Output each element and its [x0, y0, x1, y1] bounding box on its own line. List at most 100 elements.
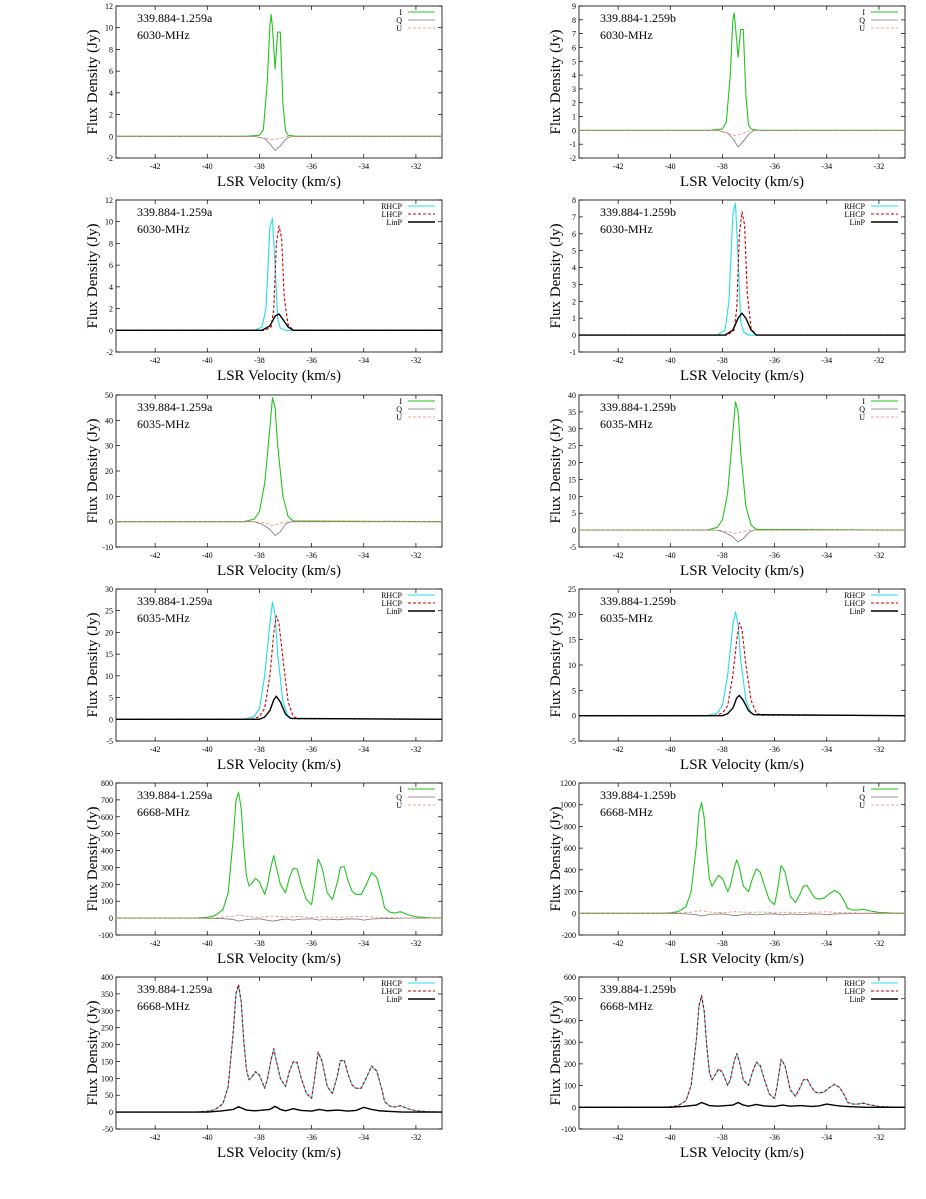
legend-label-i: I	[862, 8, 865, 17]
series-line-linp	[579, 312, 905, 336]
y-tick-label: 0	[572, 1103, 576, 1112]
x-tick-label: -42	[150, 1133, 161, 1142]
y-tick-label: 5	[572, 57, 576, 66]
chart-panel-2: -42 -40 -38 -36 -34 -32 -2 -1 0 1 2 3 4 5 6 7 8 9 LSR Velo…	[463, 0, 926, 199]
plot-frame	[578, 394, 906, 548]
chart-svg: -42 -40 -38 -36 -34 -32 -5 0 5 10 15 20 25 LSR Veloci…	[548, 585, 906, 773]
y-tick-label: 15	[568, 475, 576, 484]
series-line-i	[579, 401, 905, 531]
y-tick-label: 2	[109, 305, 113, 314]
plot-frame	[115, 199, 443, 353]
legend-label-i: I	[399, 397, 402, 406]
source-name: 339.884-1.259b	[600, 205, 676, 219]
x-tick-label: -42	[150, 356, 161, 365]
x-tick-label: -38	[254, 356, 265, 365]
series-line-i	[579, 12, 905, 131]
x-tick-label: -36	[769, 551, 780, 560]
x-tick-label: -36	[769, 162, 780, 171]
series-line-q	[579, 129, 905, 148]
x-tick-label: -36	[306, 162, 317, 171]
series-group	[116, 601, 442, 720]
y-tick-label: 200	[564, 1060, 576, 1069]
x-tick-label: -34	[358, 162, 369, 171]
y-tick-label: 1000	[560, 801, 576, 810]
legend-label-i: I	[862, 397, 865, 406]
x-tick-label: -34	[821, 939, 832, 948]
series-line-q	[116, 135, 442, 151]
x-tick-label: -32	[411, 1133, 422, 1142]
chart-svg: -42 -40 -38 -36 -34 -32 -100 0 100 200 300 400 500 60…	[85, 779, 443, 967]
y-tick-label: 250	[101, 1024, 113, 1033]
frequency-label: 6035-MHz	[137, 417, 190, 431]
y-tick-label: 100	[101, 897, 113, 906]
frequency-label: 6030-MHz	[600, 28, 653, 42]
source-name: 339.884-1.259b	[600, 788, 676, 802]
x-axis-label: LSR Velocity (km/s)	[680, 174, 804, 190]
x-tick-label: -40	[665, 356, 676, 365]
x-axis-label: LSR Velocity (km/s)	[680, 951, 804, 967]
x-tick-label: -38	[254, 1133, 265, 1142]
x-tick-label: -34	[821, 745, 832, 754]
y-tick-label: -100	[98, 931, 113, 940]
y-tick-label: 35	[568, 408, 576, 417]
y-tick-label: 50	[105, 391, 113, 400]
y-tick-label: 0	[109, 1108, 113, 1117]
legend-label-u: U	[859, 413, 865, 422]
series-group	[579, 801, 905, 917]
y-tick-label: 1200	[560, 779, 576, 788]
y-tick-label: -1	[569, 348, 576, 357]
y-tick-label: 3	[572, 85, 576, 94]
legend-label-q: Q	[859, 793, 865, 802]
y-tick-label: 50	[105, 1091, 113, 1100]
series-line-lhcp	[116, 615, 442, 720]
series-line-i	[116, 791, 442, 919]
x-tick-label: -42	[150, 162, 161, 171]
chart-panel-10: -42 -40 -38 -36 -34 -32 -200 0 200 400 600 800 1000 1…	[463, 777, 926, 976]
y-tick-label: 5	[572, 247, 576, 256]
legend-label-linp: LinP	[386, 607, 402, 616]
x-tick-label: -32	[411, 551, 422, 560]
y-tick-label: 4	[572, 71, 576, 80]
y-tick-label: 800	[101, 779, 113, 788]
x-tick-label: -32	[411, 356, 422, 365]
y-tick-label: -2	[106, 154, 113, 163]
frequency-label: 6668-MHz	[600, 805, 653, 819]
y-tick-label: 0	[109, 132, 113, 141]
legend-label-lhcp: LHCP	[845, 210, 866, 219]
y-tick-label: 1	[572, 113, 576, 122]
chart-panel-8: -42 -40 -38 -36 -34 -32 -5 0 5 10 15 20 25 LSR Veloci…	[463, 583, 926, 782]
legend-label-rhcp: RHCP	[381, 979, 402, 988]
series-line-rhcp	[116, 217, 442, 331]
x-tick-label: -34	[358, 1133, 369, 1142]
x-tick-label: -40	[202, 162, 213, 171]
series-line-u	[116, 521, 442, 526]
y-tick-label: 0	[109, 518, 113, 527]
series-group	[116, 983, 442, 1113]
y-tick-label: 4	[109, 283, 113, 292]
x-axis-label: LSR Velocity (km/s)	[680, 563, 804, 579]
chart-svg: -42 -40 -38 -36 -34 -32 -2 0 2 4 6 8 10 12 LSR Velocit…	[85, 2, 443, 190]
x-tick-label: -36	[769, 356, 780, 365]
x-tick-label: -36	[306, 1133, 317, 1142]
x-axis-label: LSR Velocity (km/s)	[217, 1145, 341, 1161]
chart-svg: -42 -40 -38 -36 -34 -32 -5 0 5 10 15 20 25 30 35 40 LSR …	[548, 391, 906, 579]
source-name: 339.884-1.259a	[137, 982, 213, 996]
x-tick-label: -38	[254, 745, 265, 754]
y-tick-label: 25	[568, 442, 576, 451]
y-tick-label: 0	[572, 909, 576, 918]
series-group	[116, 217, 442, 331]
y-tick-label: 30	[105, 442, 113, 451]
y-tick-label: 400	[564, 866, 576, 875]
x-tick-label: -38	[717, 1133, 728, 1142]
frequency-label: 6668-MHz	[137, 805, 190, 819]
source-name: 339.884-1.259b	[600, 11, 676, 25]
x-tick-label: -36	[306, 551, 317, 560]
y-tick-label: 8	[109, 45, 113, 54]
y-tick-label: 10	[105, 672, 113, 681]
series-group	[579, 611, 905, 717]
source-name: 339.884-1.259a	[137, 11, 213, 25]
legend-label-linp: LinP	[849, 218, 865, 227]
frequency-label: 6035-MHz	[600, 417, 653, 431]
x-tick-label: -34	[821, 551, 832, 560]
